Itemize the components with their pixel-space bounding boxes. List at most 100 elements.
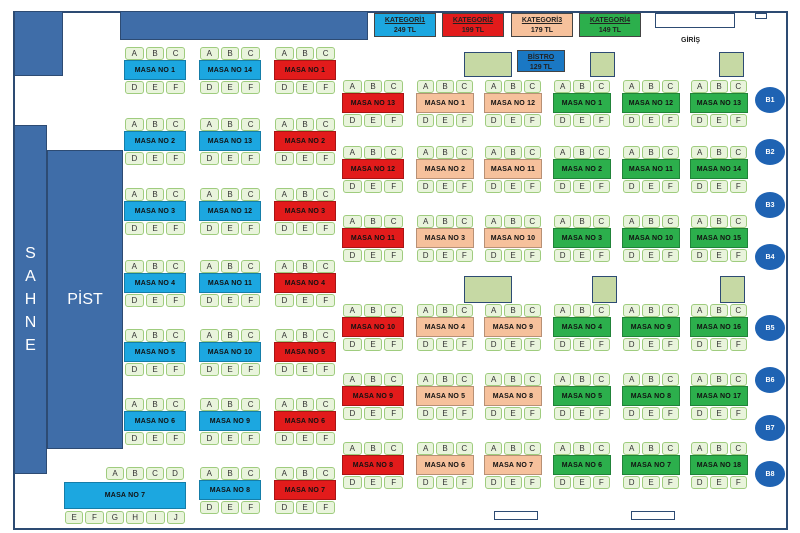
seat[interactable]: D	[200, 222, 219, 235]
seat[interactable]: D	[125, 152, 144, 165]
seat[interactable]: F	[316, 222, 336, 235]
seat[interactable]: C	[523, 146, 541, 159]
seat[interactable]: E	[145, 152, 165, 165]
seat[interactable]: C	[729, 146, 747, 159]
table-k2-10[interactable]: A B C MASA NO 10 D E F	[342, 304, 404, 351]
seat[interactable]: F	[384, 249, 404, 262]
table-k4-16[interactable]: A B C MASA NO 16 D E F	[690, 304, 748, 351]
seat[interactable]: C	[661, 304, 679, 317]
seat[interactable]: A	[691, 373, 709, 386]
seat[interactable]: A	[200, 467, 219, 480]
seat[interactable]: E	[573, 180, 591, 193]
seat[interactable]: F	[316, 432, 336, 445]
seat[interactable]: C	[384, 304, 404, 317]
seat[interactable]: D	[275, 432, 294, 445]
seat[interactable]: E	[436, 476, 454, 489]
seat[interactable]: A	[485, 442, 503, 455]
seat[interactable]: F	[384, 114, 404, 127]
seat[interactable]: B	[642, 373, 660, 386]
seat[interactable]: A	[275, 260, 294, 273]
seat[interactable]: F	[455, 407, 473, 420]
seat[interactable]: D	[554, 114, 572, 127]
seat[interactable]: F	[384, 338, 404, 351]
seat[interactable]: D	[200, 294, 219, 307]
seat[interactable]: D	[691, 114, 709, 127]
seat[interactable]: F	[166, 152, 186, 165]
seat[interactable]: E	[145, 363, 165, 376]
seat[interactable]: A	[125, 260, 144, 273]
seat[interactable]: F	[316, 294, 336, 307]
seat[interactable]: A	[275, 47, 294, 60]
seat[interactable]: B	[573, 146, 591, 159]
seat[interactable]: C	[146, 467, 164, 480]
seat[interactable]: A	[623, 146, 641, 159]
seat[interactable]: C	[523, 215, 541, 228]
seat[interactable]: B	[504, 373, 522, 386]
seat[interactable]: E	[295, 222, 315, 235]
seat[interactable]: D	[417, 249, 435, 262]
seat[interactable]: E	[145, 81, 165, 94]
seat[interactable]: A	[275, 329, 294, 342]
seat[interactable]: B	[573, 80, 591, 93]
seat[interactable]: E	[363, 476, 383, 489]
seat[interactable]: B	[642, 215, 660, 228]
seat[interactable]: B	[363, 373, 383, 386]
seat[interactable]: E	[436, 249, 454, 262]
seat[interactable]: D	[417, 114, 435, 127]
seat[interactable]: A	[485, 146, 503, 159]
seat[interactable]: F	[592, 476, 610, 489]
seat[interactable]: D	[691, 407, 709, 420]
seat[interactable]: C	[661, 442, 679, 455]
seat[interactable]: B	[436, 304, 454, 317]
seat[interactable]: E	[295, 81, 315, 94]
seat[interactable]: F	[592, 180, 610, 193]
seat[interactable]: E	[436, 338, 454, 351]
seat[interactable]: E	[220, 432, 240, 445]
seat[interactable]: A	[623, 304, 641, 317]
seat[interactable]: E	[642, 476, 660, 489]
seat[interactable]: B	[363, 146, 383, 159]
seat[interactable]: D	[554, 249, 572, 262]
seat[interactable]: D	[554, 407, 572, 420]
seat[interactable]: A	[691, 80, 709, 93]
seat[interactable]: E	[710, 407, 728, 420]
seat[interactable]: F	[316, 363, 336, 376]
seat[interactable]: B	[642, 146, 660, 159]
seat[interactable]: F	[316, 81, 336, 94]
seat[interactable]: B	[504, 215, 522, 228]
seat[interactable]: B	[220, 47, 240, 60]
table-k3-11[interactable]: A B C MASA NO 11 D E F	[484, 146, 542, 193]
seat[interactable]: B	[295, 260, 315, 273]
seat[interactable]: E	[295, 363, 315, 376]
seat[interactable]: E	[504, 476, 522, 489]
seat[interactable]: B	[220, 329, 240, 342]
table-k3-10[interactable]: A B C MASA NO 10 D E F	[484, 215, 542, 262]
seat[interactable]: F	[316, 501, 336, 514]
seat[interactable]: E	[504, 249, 522, 262]
table-k3-12[interactable]: A B C MASA NO 12 D E F	[484, 80, 542, 127]
seat[interactable]: C	[316, 398, 336, 411]
seat[interactable]: C	[166, 188, 186, 201]
seat[interactable]: D	[275, 501, 294, 514]
seat[interactable]: B	[504, 442, 522, 455]
seat[interactable]: C	[455, 80, 473, 93]
seat[interactable]: D	[125, 294, 144, 307]
seat[interactable]: D	[200, 432, 219, 445]
seat[interactable]: D	[343, 249, 362, 262]
seat[interactable]: A	[554, 373, 572, 386]
seat[interactable]: D	[275, 363, 294, 376]
seat[interactable]: E	[295, 432, 315, 445]
seat[interactable]: C	[316, 467, 336, 480]
seat[interactable]: F	[661, 180, 679, 193]
seat[interactable]: B	[145, 329, 165, 342]
seat[interactable]: E	[295, 294, 315, 307]
seat[interactable]: F	[455, 476, 473, 489]
seat[interactable]: A	[623, 80, 641, 93]
seat[interactable]: B	[220, 398, 240, 411]
